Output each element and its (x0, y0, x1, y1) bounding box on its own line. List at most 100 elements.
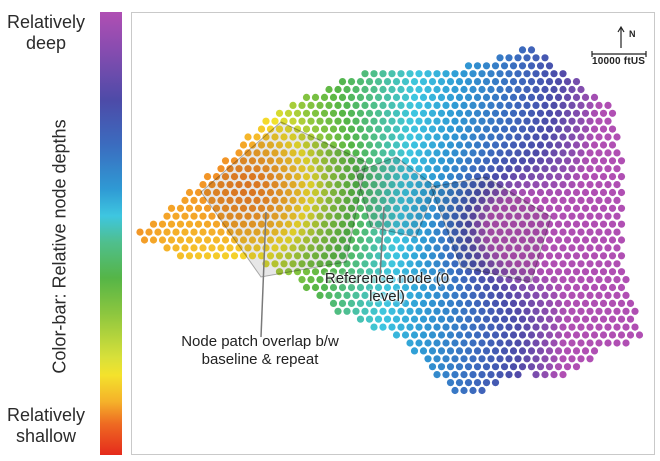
node-dot (356, 173, 365, 181)
node-dot (244, 228, 252, 236)
node-dot (572, 363, 581, 371)
node-dot (185, 188, 194, 197)
node-dot (532, 212, 540, 220)
node-dot (338, 188, 347, 197)
node-dot (347, 268, 356, 276)
node-dot (608, 188, 617, 197)
colorbar-title: Color-bar: Relative node depths (49, 119, 70, 374)
node-dot (554, 236, 563, 244)
node-dot (374, 93, 383, 101)
node-dot (419, 315, 428, 323)
node-dot (266, 173, 275, 181)
node-dot (527, 109, 536, 117)
node-dot (496, 54, 504, 62)
node-dot (433, 244, 441, 252)
node-dot (590, 93, 599, 101)
node-dot (478, 260, 486, 268)
node-dot (509, 204, 518, 212)
node-dot (298, 117, 306, 125)
node-dot (541, 371, 549, 379)
node-dot (613, 228, 621, 236)
node-dot (550, 244, 558, 252)
node-dot (347, 125, 356, 133)
node-dot (424, 339, 432, 347)
node-dot (581, 109, 590, 117)
node-dot (604, 212, 612, 220)
node-dot (352, 228, 360, 236)
node-dot (590, 315, 599, 323)
node-dot (572, 283, 581, 292)
node-dot (437, 141, 446, 149)
node-dot (230, 252, 239, 260)
node-dot (280, 117, 288, 125)
node-dot (622, 307, 630, 315)
node-dot (545, 220, 554, 228)
node-dot (293, 220, 302, 228)
node-dot (298, 101, 306, 109)
node-dot (325, 228, 333, 236)
node-dot (550, 165, 558, 173)
node-dot (559, 101, 567, 109)
node-dot (428, 283, 437, 292)
node-dot (518, 173, 527, 181)
node-dot (599, 173, 608, 181)
node-dot (343, 181, 351, 189)
node-dot (572, 299, 581, 307)
node-dot (586, 212, 594, 220)
node-dot (289, 101, 297, 109)
node-dot (410, 252, 419, 260)
node-dot (514, 355, 522, 363)
node-dot (563, 331, 572, 339)
node-dot (563, 363, 572, 371)
node-dot (500, 331, 509, 339)
node-dot (527, 268, 536, 276)
node-dot (392, 173, 401, 181)
node-dot (509, 283, 518, 292)
node-dot (190, 244, 198, 252)
node-dot (536, 299, 545, 307)
node-dot (473, 157, 482, 165)
node-dot (338, 283, 347, 292)
node-dot (289, 133, 297, 141)
node-dot (586, 276, 594, 284)
node-dot (446, 315, 455, 323)
node-dot (248, 204, 257, 212)
node-dot (284, 220, 293, 228)
node-dot (401, 157, 410, 165)
node-dot (487, 228, 495, 236)
node-dot (451, 85, 459, 94)
node-dot (446, 109, 455, 117)
node-dot (203, 188, 212, 197)
node-dot (532, 101, 540, 109)
node-dot (613, 244, 621, 252)
node-dot (608, 157, 617, 165)
node-dot (383, 252, 392, 260)
node-dot (545, 347, 554, 355)
node-dot (563, 78, 572, 86)
node-dot (482, 204, 491, 212)
node-dot (334, 260, 342, 268)
node-dot (374, 173, 383, 181)
node-dot (329, 125, 338, 133)
node-dot (415, 244, 423, 252)
node-dot (379, 307, 387, 315)
node-dot (302, 268, 311, 276)
node-dot (595, 307, 603, 315)
node-dot (415, 101, 423, 109)
node-dot (289, 244, 297, 252)
node-dot (415, 307, 423, 315)
node-dot (343, 117, 351, 125)
node-dot (437, 188, 446, 197)
node-dot (586, 244, 594, 252)
node-dot (509, 93, 518, 101)
node-dot (545, 204, 554, 212)
node-dot (293, 236, 302, 244)
node-dot (383, 188, 392, 197)
node-dot (491, 331, 500, 339)
node-dot (613, 133, 621, 141)
north-label: N (629, 29, 636, 39)
node-dot (500, 315, 509, 323)
node-dot (226, 228, 234, 236)
node-dot (433, 276, 441, 284)
node-dot (356, 141, 365, 149)
